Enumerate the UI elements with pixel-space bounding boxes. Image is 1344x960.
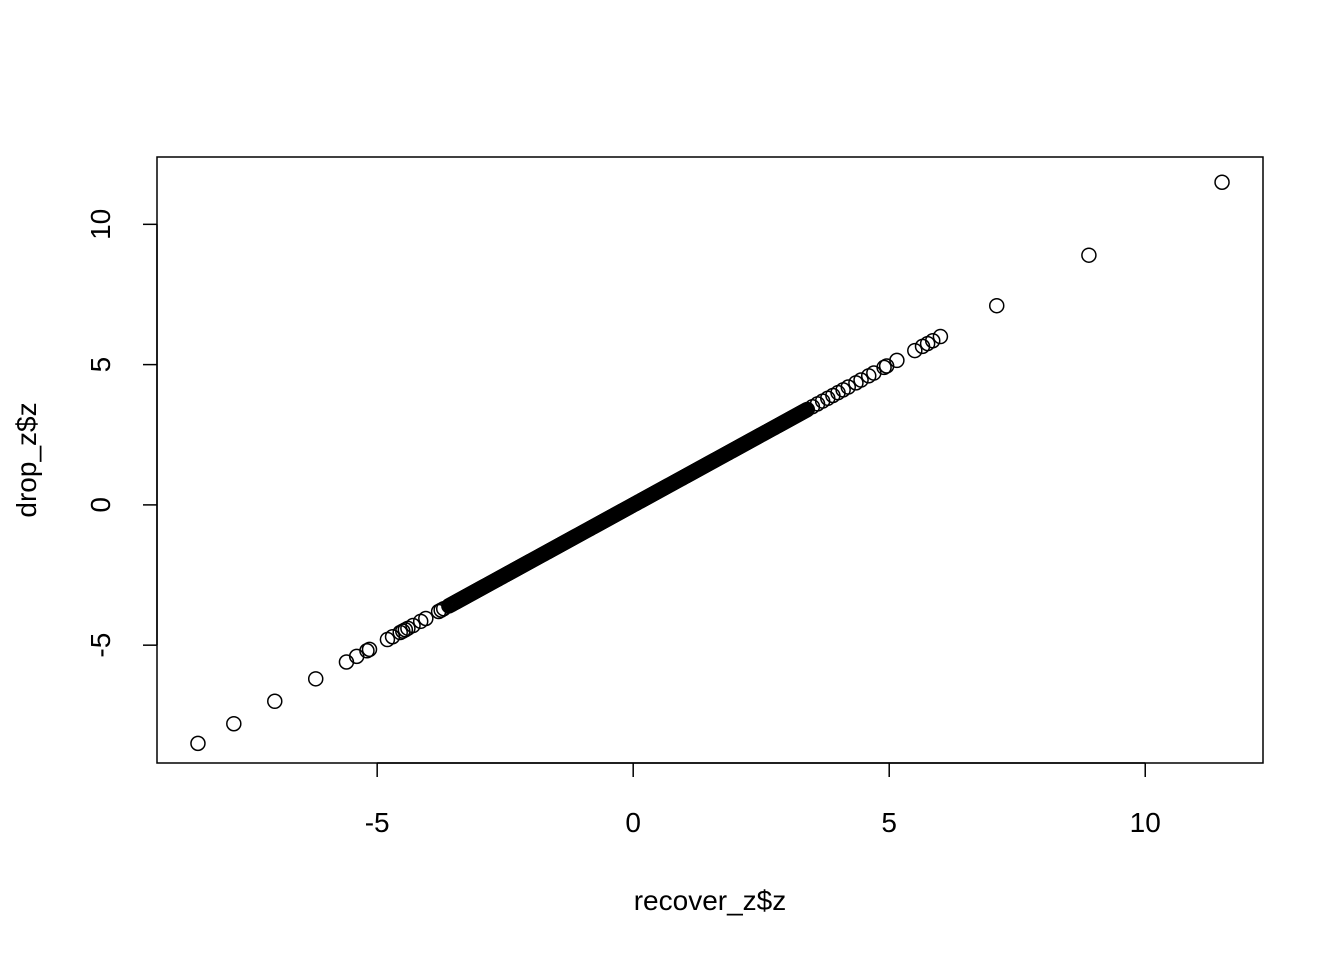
- data-point: [267, 693, 283, 710]
- data-point: [226, 715, 242, 732]
- data-point: [307, 671, 324, 687]
- x-tick-label: 0: [625, 807, 641, 838]
- data-point: [361, 641, 378, 658]
- y-axis: -5 0 5 10: [85, 209, 158, 658]
- data-point: [853, 372, 869, 388]
- data-point: [876, 359, 892, 376]
- data-point: [889, 352, 905, 369]
- x-tick-label: 10: [1130, 807, 1161, 838]
- data-point: [359, 643, 375, 659]
- x-tick-label: 5: [881, 807, 897, 838]
- y-tick-label: -5: [85, 633, 116, 658]
- data-point: [988, 297, 1005, 314]
- x-axis: -5 0 5 10: [365, 762, 1161, 838]
- data-point: [397, 621, 414, 638]
- data-point: [418, 610, 434, 627]
- y-tick-label: 10: [85, 209, 116, 240]
- data-point: [405, 617, 421, 634]
- data-point: [1214, 174, 1230, 190]
- y-axis-title: drop_z$z: [11, 402, 42, 517]
- data-point: [924, 333, 941, 349]
- x-axis-title: recover_z$z: [634, 885, 787, 916]
- data-point: [907, 342, 923, 359]
- points-layer: [190, 174, 1230, 752]
- y-tick-label: 5: [85, 357, 116, 373]
- x-tick-label: -5: [365, 807, 390, 838]
- data-point: [190, 735, 206, 752]
- data-point: [932, 328, 949, 345]
- y-tick-label: 0: [85, 497, 116, 513]
- data-point: [799, 401, 816, 418]
- data-point: [840, 379, 856, 395]
- data-point: [1081, 247, 1097, 263]
